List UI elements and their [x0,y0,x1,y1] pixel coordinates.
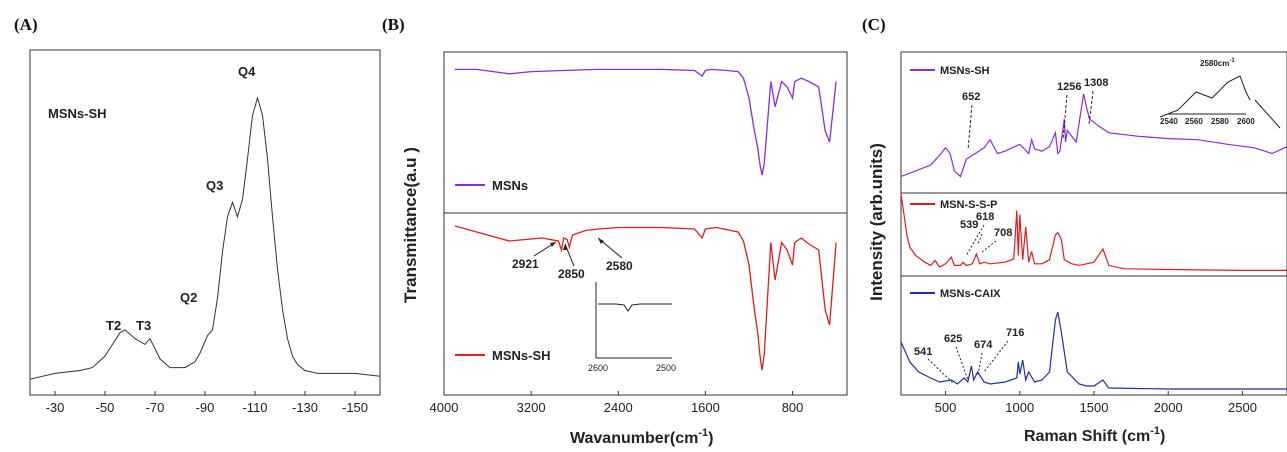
panel-b-tick-label-2400: 2400 [604,400,633,415]
inset-b-tick-2600: 2600 [588,363,608,373]
peak-label-t3: T3 [136,318,151,333]
ann-625-line [955,346,969,381]
peak-label-t2: T2 [106,318,121,333]
legend-label-msns-sh-c: MSNs-SH [940,65,990,77]
panel-a-x-ticks: -30 -50 -70 -90 -110 -130 -150 [46,391,368,415]
panel-b-tick-label-3200: 3200 [517,400,546,415]
panel-a-tick-label--110: -110 [242,400,267,415]
panel-c-tick-label-2500: 2500 [1228,400,1257,415]
legend-label-msns: MSNs [492,178,528,193]
panel-a-sample-label: MSNs-SH [48,106,107,121]
inset-c-tick-2580: 2580 [1211,117,1229,126]
inset-c-tick-2540: 2540 [1160,117,1178,126]
panel-b-y-axis-label: Transmittance(a.u ) [401,147,420,303]
panel-c-tick-label-1500: 1500 [1080,400,1109,415]
legend-label-msn-s-s-p: MSN-S-S-P [940,199,997,211]
ann-674: 674 [974,339,993,351]
legend-label-msns-sh: MSNs-SH [492,348,551,363]
inset-c-tick-2560: 2560 [1185,117,1203,126]
ann-652: 652 [962,91,980,103]
peak-label-q4: Q4 [238,64,256,79]
panel-b-label: (B) [382,15,405,34]
panel-a-tick-label--50: -50 [96,400,115,415]
ann-652-line [967,104,973,151]
panel-b-x-axis-label: Wavanumber(cm-1) [570,427,713,447]
panel-a-label: (A) [14,15,38,34]
inset-c-pointer [1254,99,1281,129]
peak-label-q2: Q2 [180,290,197,305]
panel-b-tick-label-800: 800 [782,400,804,415]
ann-1308: 1308 [1084,77,1108,89]
panel-b-tick-label-4000: 4000 [430,400,459,415]
ann-674-line [977,352,983,376]
panel-b-tick-label-1600: 1600 [691,400,720,415]
ann-2921: 2921 [512,257,539,271]
ann-1308-line [1088,90,1094,126]
panel-a-tick-label--130: -130 [292,400,318,415]
panel-c-y-axis-label: Intensity (arb.units) [867,143,886,301]
arrowhead-2580 [598,238,604,244]
raman-msns-sh-line [900,93,1287,178]
ann-539-line [977,233,983,245]
ftir-msns-line [454,68,837,176]
ann-716-line [983,340,1009,373]
inset-c-tick-2600: 2600 [1237,117,1255,126]
ann-708-line [981,240,997,253]
arrowhead-2850 [563,244,567,250]
ann-625: 625 [944,333,962,345]
arrow-2850 [564,243,575,267]
panel-a-frame [29,49,381,396]
ann-618-line [965,224,985,257]
raman-msn-s-s-p-line [900,194,1287,271]
ann-1256: 1256 [1057,81,1081,93]
panel-b-frame [443,51,848,396]
ann-1256-line [1062,94,1068,141]
ann-618: 618 [976,211,994,223]
ann-541: 541 [914,346,932,358]
panel-c-label: (C) [862,15,886,34]
ann-708: 708 [994,227,1012,239]
ann-539: 539 [960,219,978,231]
panel-c-x-axis-label: Raman Shift (cm-1) [1024,425,1165,445]
panel-a-tick-label--30: -30 [46,400,65,415]
panel-c-tick-label-1000: 1000 [1005,400,1034,415]
raman-msns-caix-line [900,311,1287,390]
panel-c-tick-label-2000: 2000 [1154,400,1183,415]
inset-b-spectrum [598,303,672,312]
panel-c-tick-label-500: 500 [935,400,957,415]
ann-2850: 2850 [558,267,585,281]
inset-c-peak-label: 2580cm-1 [1200,58,1235,68]
nmr-spectrum-line [29,96,381,380]
ann-2580: 2580 [606,259,633,273]
arrowhead-2921 [550,242,556,247]
ftir-msns-sh-line [454,225,837,371]
panel-b-x-ticks: 4000 3200 2400 1600 800 [430,391,804,415]
panel-a-tick-label--90: -90 [196,400,215,415]
inset-b-tick-2500: 2500 [656,363,676,373]
peak-label-q3: Q3 [206,178,223,193]
panel-c-x-ticks: 500 1000 1500 2000 2500 [935,391,1257,415]
inset-c-spectrum [1159,75,1251,118]
ann-716: 716 [1006,327,1024,339]
legend-label-msns-caix: MSNs-CAIX [940,288,1001,300]
panel-a-tick-label--150: -150 [342,400,368,415]
panel-a-tick-label--70: -70 [146,400,165,415]
